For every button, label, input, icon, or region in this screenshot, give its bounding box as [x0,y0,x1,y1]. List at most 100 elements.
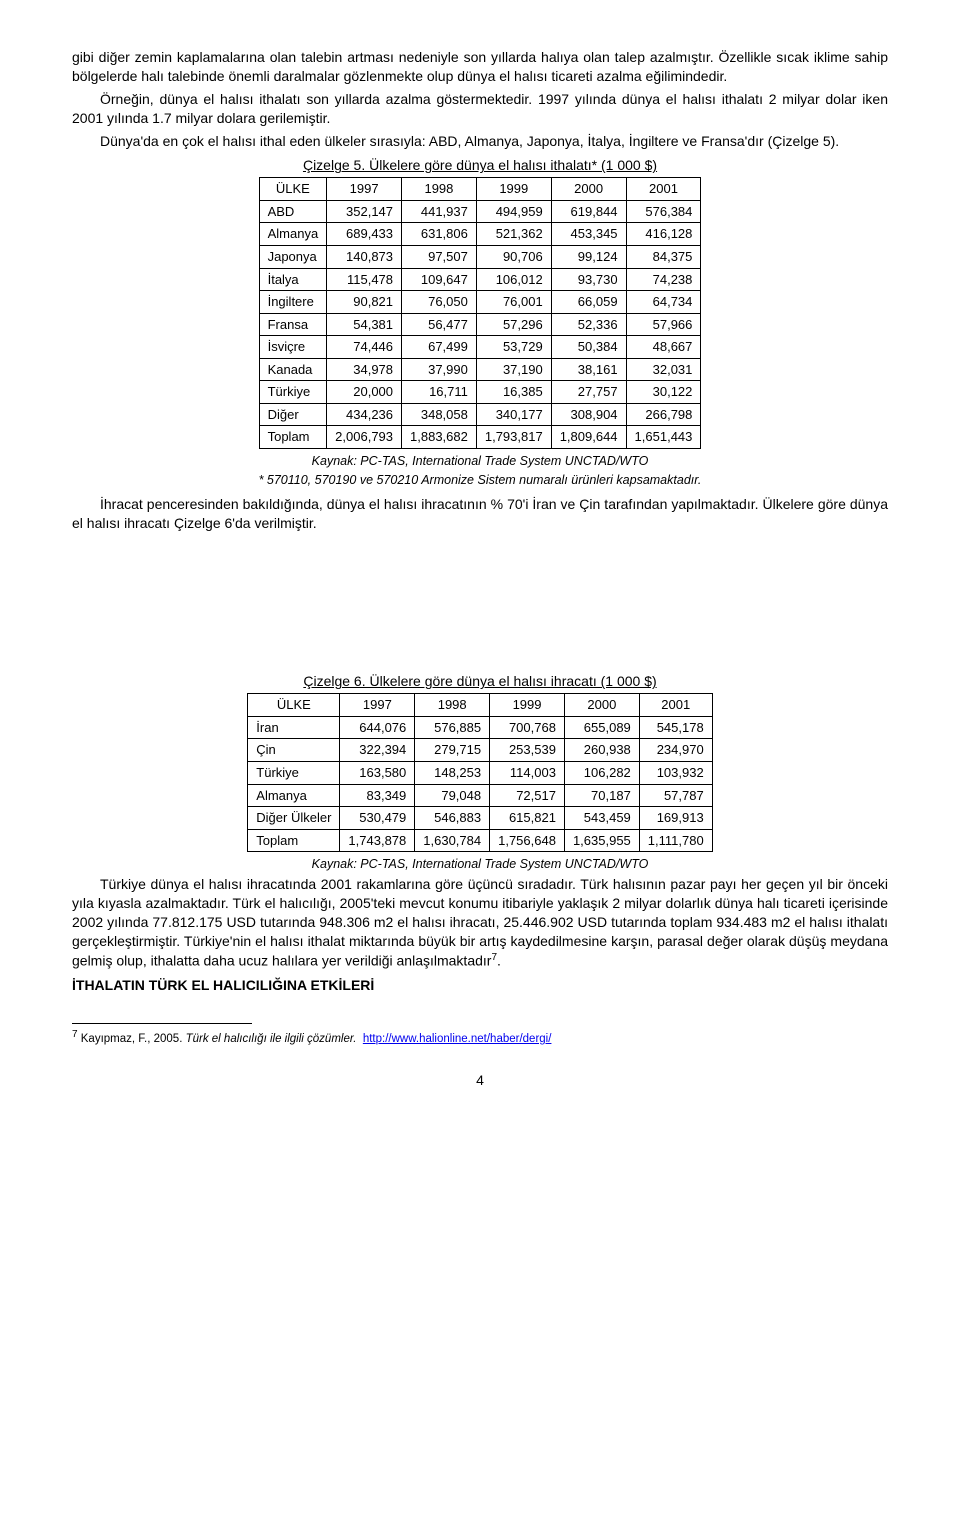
cell: 53,729 [476,336,551,359]
cell: Fransa [259,313,327,336]
cell: 57,787 [639,784,712,807]
cell: 16,711 [402,381,477,404]
footnote-link[interactable]: http://www.halionline.net/haber/dergi/ [363,1033,552,1045]
cell: 530,479 [340,807,415,830]
footnote-italic: Türk el halıcılığı ile ilgili çözümler. [186,1033,357,1045]
col-header: 2000 [551,178,626,201]
cell: 352,147 [327,200,402,223]
table-header-row: ÜLKE 1997 1998 1999 2000 2001 [248,694,712,717]
cell: 84,375 [626,245,701,268]
table5-caption: Çizelge 5. Ülkelere göre dünya el halısı… [72,156,888,175]
col-header: 1998 [415,694,490,717]
cell: 521,362 [476,223,551,246]
footnote-separator [72,1023,252,1024]
table-row: Fransa54,38156,47757,29652,33657,966 [259,313,701,336]
table-row: Kanada34,97837,99037,19038,16132,031 [259,358,701,381]
text: . [497,952,501,968]
cell: 576,885 [415,716,490,739]
cell: 37,190 [476,358,551,381]
col-header: 1997 [327,178,402,201]
cell: 416,128 [626,223,701,246]
cell: İran [248,716,340,739]
cell: 66,059 [551,291,626,314]
footnote-text: Kayıpmaz, F., 2005. [78,1033,186,1045]
cell: 67,499 [402,336,477,359]
cell: 253,539 [490,739,565,762]
cell: 115,478 [327,268,402,291]
cell: 48,667 [626,336,701,359]
table5-source: Kaynak: PC-TAS, International Trade Syst… [72,453,888,470]
paragraph-4: İhracat penceresinden bakıldığında, düny… [72,495,888,533]
cell: 34,978 [327,358,402,381]
col-header: 1999 [490,694,565,717]
cell: 76,050 [402,291,477,314]
page-number: 4 [72,1071,888,1090]
paragraph-1: gibi diğer zemin kaplamalarına olan tale… [72,48,888,86]
cell: 453,345 [551,223,626,246]
table-row: Türkiye20,00016,71116,38527,75730,122 [259,381,701,404]
cell: 103,932 [639,761,712,784]
cell: Toplam [248,829,340,852]
cell: 16,385 [476,381,551,404]
table-row: Diğer Ülkeler530,479546,883615,821543,45… [248,807,712,830]
section-heading: İTHALATIN TÜRK EL HALICILIĞINA ETKİLERİ [72,976,888,995]
cell: 114,003 [490,761,565,784]
col-header: 1997 [340,694,415,717]
cell: 83,349 [340,784,415,807]
col-header: 2000 [564,694,639,717]
cell: Türkiye [248,761,340,784]
table-row: İsviçre74,44667,49953,72950,38448,667 [259,336,701,359]
cell: 32,031 [626,358,701,381]
cell: 615,821 [490,807,565,830]
cell: 308,904 [551,403,626,426]
table-header-row: ÜLKE 1997 1998 1999 2000 2001 [259,178,701,201]
cell: 576,384 [626,200,701,223]
cell: 700,768 [490,716,565,739]
cell: 93,730 [551,268,626,291]
cell: 90,706 [476,245,551,268]
cell: 64,734 [626,291,701,314]
cell: 148,253 [415,761,490,784]
cell: 2,006,793 [327,426,402,449]
cell: 52,336 [551,313,626,336]
cell: 97,507 [402,245,477,268]
cell: 27,757 [551,381,626,404]
table5-note: * 570110, 570190 ve 570210 Armonize Sist… [72,472,888,489]
paragraph-2: Örneğin, dünya el halısı ithalatı son yı… [72,90,888,128]
cell: 54,381 [327,313,402,336]
cell: Almanya [259,223,327,246]
cell: 1,111,780 [639,829,712,852]
text: Örneğin, dünya el halısı ithalatı son yı… [72,91,888,126]
cell: 74,238 [626,268,701,291]
table-row: Türkiye163,580148,253114,003106,282103,9… [248,761,712,784]
cell: 1,651,443 [626,426,701,449]
cell: Çin [248,739,340,762]
cell: 72,517 [490,784,565,807]
cell: 140,873 [327,245,402,268]
cell: 494,959 [476,200,551,223]
cell: 106,282 [564,761,639,784]
cell: 57,296 [476,313,551,336]
table-row: ABD352,147441,937494,959619,844576,384 [259,200,701,223]
cell: 79,048 [415,784,490,807]
cell: 631,806 [402,223,477,246]
cell: Diğer Ülkeler [248,807,340,830]
table6-source: Kaynak: PC-TAS, International Trade Syst… [72,856,888,873]
cell: 1,743,878 [340,829,415,852]
cell: 340,177 [476,403,551,426]
table6: ÜLKE 1997 1998 1999 2000 2001 İran644,07… [247,693,712,852]
text: İhracat penceresinden bakıldığında, düny… [72,496,888,531]
table5: ÜLKE 1997 1998 1999 2000 2001 ABD352,147… [259,177,702,449]
table-row: Almanya689,433631,806521,362453,345416,1… [259,223,701,246]
cell: İngiltere [259,291,327,314]
cell: Japonya [259,245,327,268]
table-row: Diğer434,236348,058340,177308,904266,798 [259,403,701,426]
cell: 1,630,784 [415,829,490,852]
cell: Diğer [259,403,327,426]
cell: 441,937 [402,200,477,223]
cell: 1,635,955 [564,829,639,852]
cell: 30,122 [626,381,701,404]
cell: 163,580 [340,761,415,784]
cell: 655,089 [564,716,639,739]
cell: 74,446 [327,336,402,359]
